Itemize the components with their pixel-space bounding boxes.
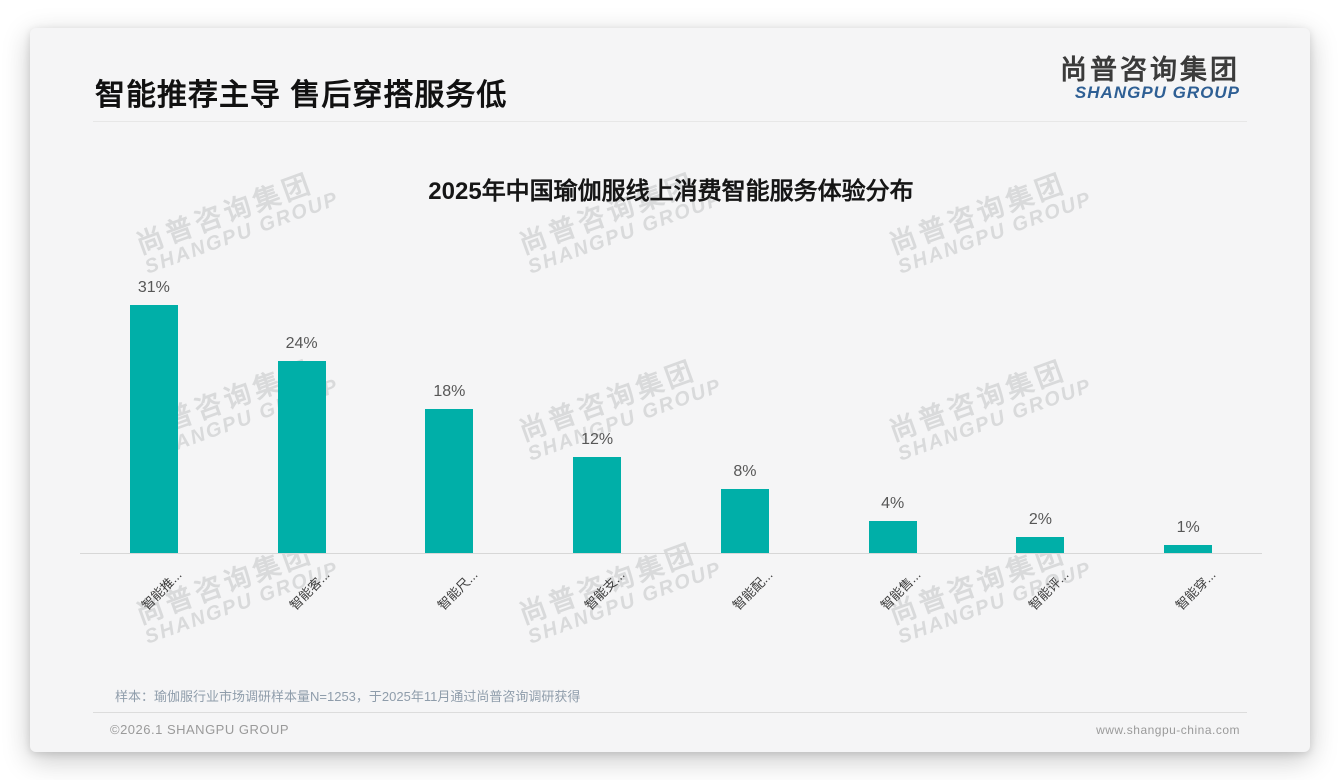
bar [129, 305, 178, 553]
bar [573, 457, 622, 553]
bar [720, 489, 769, 553]
bar [1164, 545, 1213, 553]
bar-value-label: 12% [581, 431, 614, 448]
sample-note: 样本：瑜伽服行业市场调研样本量N=1253，于2025年11月通过尚普咨询调研获… [115, 689, 581, 704]
bar-chart-plot: 31% 智能推... 24% 智能客... 18% 智能尺... 12% 智能支... 8% 智能… [80, 279, 1262, 613]
footer-copyright: ©2026.1 SHANGPU GROUP [110, 722, 290, 737]
bar-value-label: 24% [285, 335, 318, 352]
bar-value-label: 4% [881, 495, 905, 512]
bar [1016, 537, 1065, 553]
chart-title: 2025年中国瑜伽服线上消费智能服务体验分布 [428, 178, 914, 205]
logo-chinese-text: 尚普咨询集团 [1060, 55, 1240, 85]
bar-slot: 1% 智能穿... [1114, 283, 1262, 613]
bar-value-label: 2% [1028, 511, 1052, 528]
bar-slot: 4% 智能售... [819, 283, 967, 613]
bar-value-label: 8% [733, 463, 757, 480]
company-logo: 尚普咨询集团 SHANGPU GROUP [1060, 56, 1240, 102]
bar [425, 409, 474, 553]
bar-slot: 18% 智能尺... [376, 283, 524, 613]
chart-area: 尚普咨询集团 SHANGPU GROUP 尚普咨询集团 SHANGPU GROUP 尚普… [30, 28, 1310, 752]
bar-value-label: 18% [433, 383, 466, 400]
bar-value-label: 31% [137, 279, 170, 296]
footer-divider [93, 712, 1247, 713]
bar-slot: 2% 智能评... [967, 283, 1115, 613]
header-divider [93, 121, 1247, 122]
bar-value-label: 1% [1176, 519, 1200, 536]
slide-card: 尚普咨询集团 SHANGPU GROUP 尚普咨询集团 SHANGPU GROUP 尚普… [30, 28, 1310, 752]
bar [868, 521, 917, 553]
bar-slot: 24% 智能客... [228, 283, 376, 613]
bar [277, 361, 326, 553]
bar-slot: 31% 智能推... [80, 279, 228, 613]
bar-slot: 12% 智能支... [523, 283, 671, 613]
logo-english-text: SHANGPU GROUP [1074, 83, 1240, 103]
footer-website: www.shangpu-china.com [1096, 723, 1240, 737]
page-title: 智能推荐主导 售后穿搭服务低 [95, 79, 508, 112]
x-axis-line [80, 553, 1262, 554]
bar-slot: 8% 智能配... [671, 283, 819, 613]
